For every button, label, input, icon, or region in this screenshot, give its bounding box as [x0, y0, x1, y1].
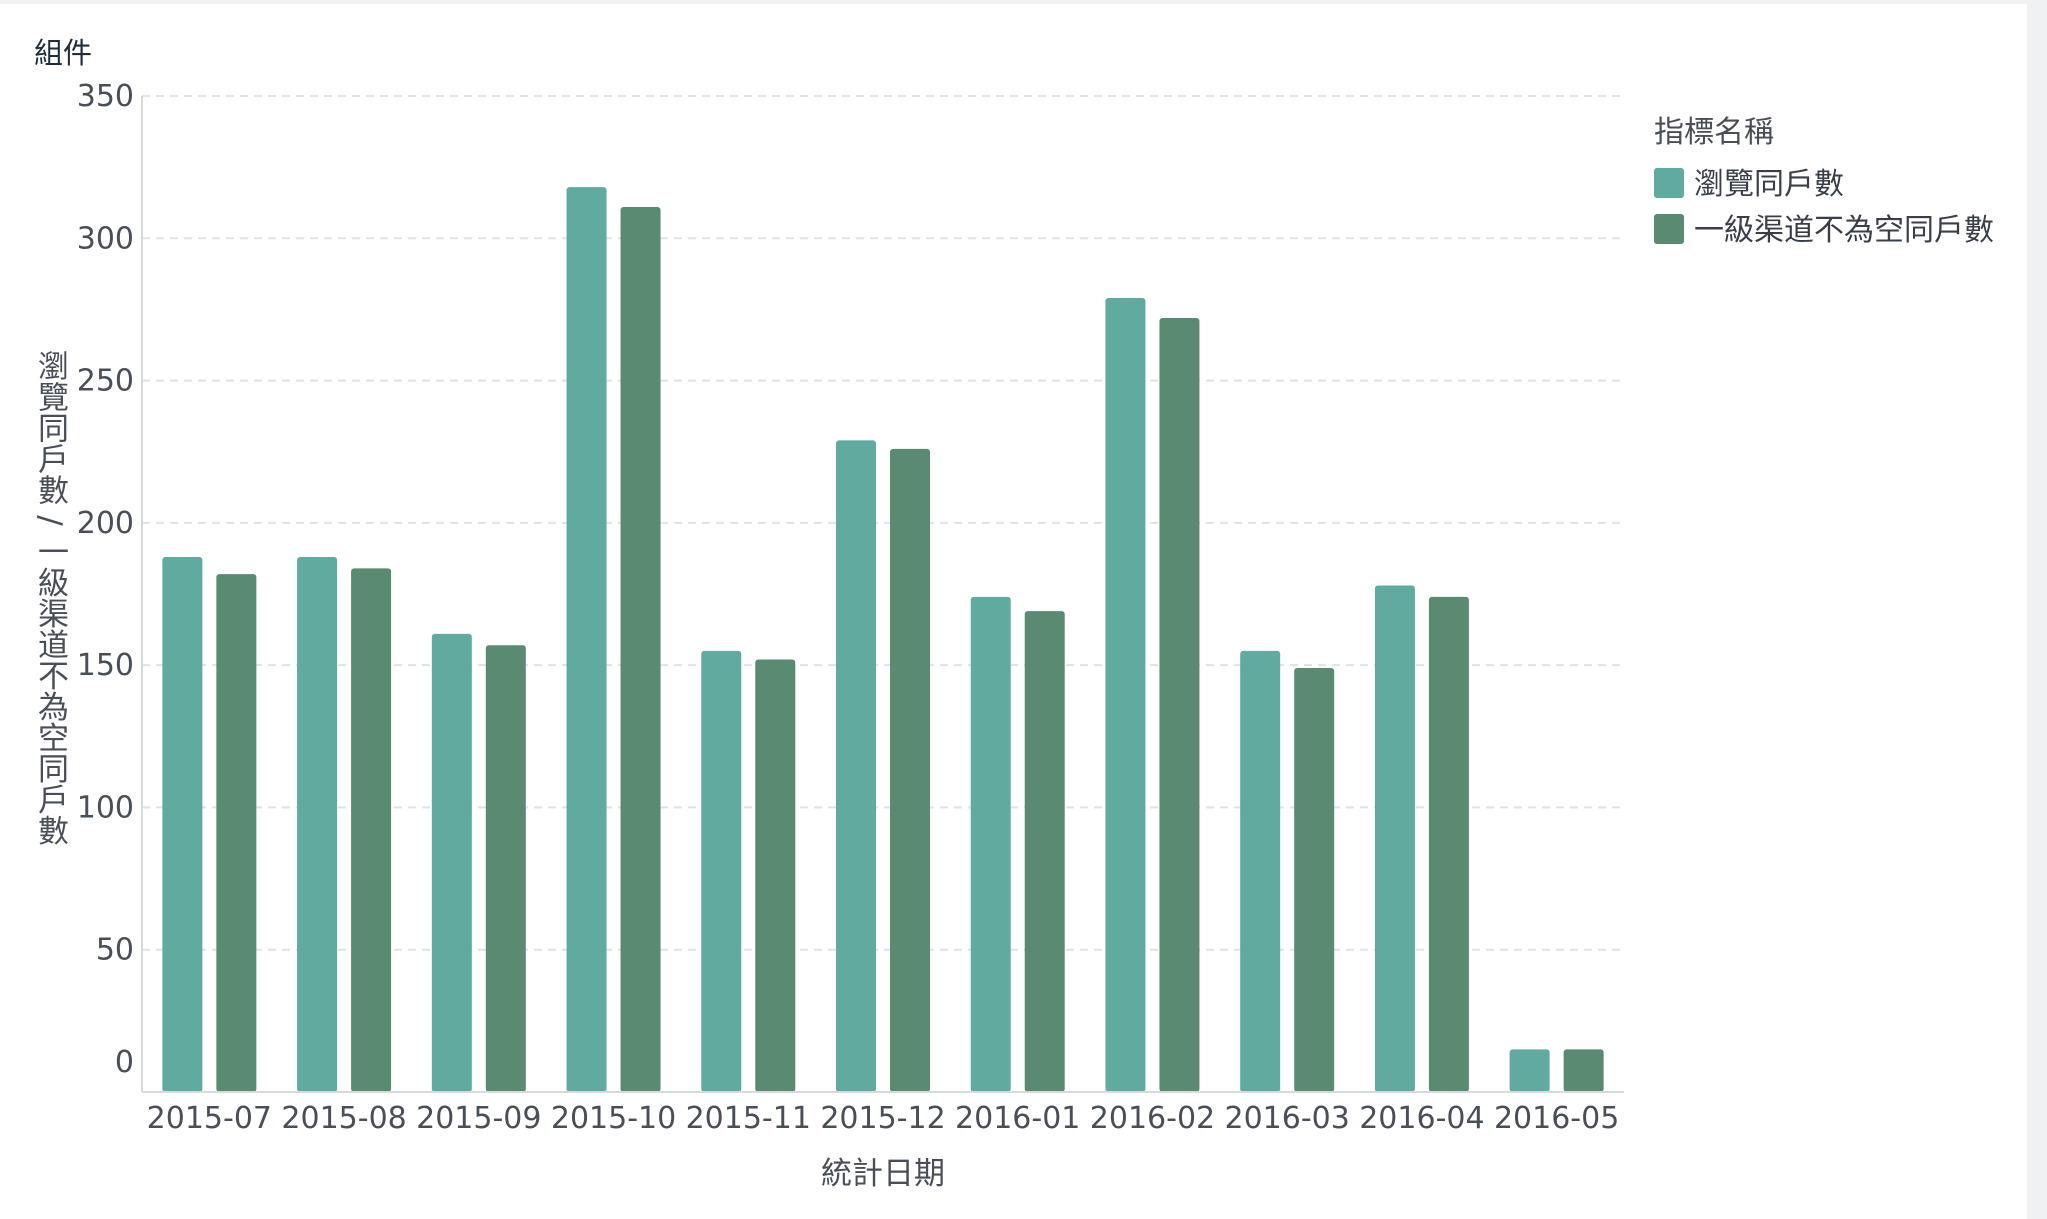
bar-series-2-2015-10[interactable]: [620, 206, 661, 1093]
x-tick-label: 2016-03: [1225, 1101, 1350, 1136]
y-tick-label: 350: [77, 79, 134, 114]
bar-series-2-2015-09[interactable]: [485, 645, 526, 1092]
y-tick-label: 250: [77, 364, 134, 399]
legend-swatch-1[interactable]: [1654, 168, 1684, 198]
x-tick-label: 2015-07: [147, 1101, 272, 1136]
legend-title: 指標名稱: [1654, 115, 1774, 150]
chart-panel: 組件: [0, 4, 2027, 1219]
bar-series-1-2016-01[interactable]: [970, 596, 1011, 1092]
bar-series-1-2015-07[interactable]: [162, 557, 203, 1092]
x-tick-label: 2015-08: [281, 1101, 406, 1136]
bar-series-1-2016-05[interactable]: [1509, 1049, 1550, 1092]
x-tick-labels: 2015-07 2015-08 2015-09 2015-10 2015-11 2015-…: [147, 1101, 1620, 1136]
x-tick-label: 2015-09: [416, 1101, 541, 1136]
bar-series-1-2016-02[interactable]: [1105, 298, 1146, 1092]
bar-series-2-2016-01[interactable]: [1024, 611, 1065, 1092]
x-tick-label: 2016-05: [1494, 1101, 1619, 1136]
bar-series-1-2016-04[interactable]: [1374, 585, 1415, 1092]
bar-series-1-2015-10[interactable]: [566, 187, 607, 1092]
x-tick-label: 2016-02: [1090, 1101, 1215, 1136]
legend-label-2[interactable]: 一級渠道不為空同戶數: [1694, 213, 1994, 248]
bar-series-2-2015-11[interactable]: [755, 659, 796, 1092]
bar-series-2-2016-05[interactable]: [1563, 1049, 1604, 1092]
bar-series-2-2016-02[interactable]: [1159, 317, 1200, 1093]
y-axis-title: 瀏覽同戶數 / 一級渠道不為空同戶數: [32, 350, 69, 845]
bar-series-1-2015-08[interactable]: [297, 557, 338, 1092]
bar-series-1-2016-03[interactable]: [1240, 650, 1281, 1092]
bars: [162, 187, 1604, 1093]
bar-series-1-2015-09[interactable]: [431, 633, 472, 1092]
bar-series-2-2016-03[interactable]: [1294, 667, 1335, 1092]
y-tick-label: 50: [96, 933, 134, 968]
y-tick-label: 0: [115, 1045, 134, 1080]
x-tick-label: 2015-10: [551, 1101, 676, 1136]
bar-series-2-2015-08[interactable]: [351, 568, 392, 1092]
y-tick-label: 100: [77, 790, 134, 825]
y-tick-label: 200: [77, 506, 134, 541]
y-tick-label: 150: [77, 648, 134, 683]
bar-series-1-2015-12[interactable]: [836, 440, 876, 1092]
legend-label-1[interactable]: 瀏覽同戶數: [1694, 167, 1844, 202]
x-axis-title: 統計日期: [821, 1156, 945, 1192]
x-tick-label: 2016-04: [1359, 1101, 1484, 1136]
bar-series-2-2015-07[interactable]: [216, 574, 257, 1092]
bar-series-2-2016-04[interactable]: [1428, 596, 1469, 1092]
y-tick-label: 300: [77, 221, 134, 256]
bar-series-2-2015-12[interactable]: [890, 448, 930, 1093]
axes: [141, 96, 1624, 1093]
x-tick-label: 2015-12: [820, 1101, 945, 1136]
y-tick-labels: 0 50 100 150 200 250 300 350: [77, 79, 134, 1080]
x-tick-label: 2016-01: [955, 1101, 1080, 1136]
panel-title: 組件: [34, 36, 93, 70]
bar-series-1-2015-11[interactable]: [701, 650, 742, 1092]
x-tick-label: 2015-11: [686, 1101, 811, 1136]
legend-swatch-2[interactable]: [1654, 214, 1684, 244]
